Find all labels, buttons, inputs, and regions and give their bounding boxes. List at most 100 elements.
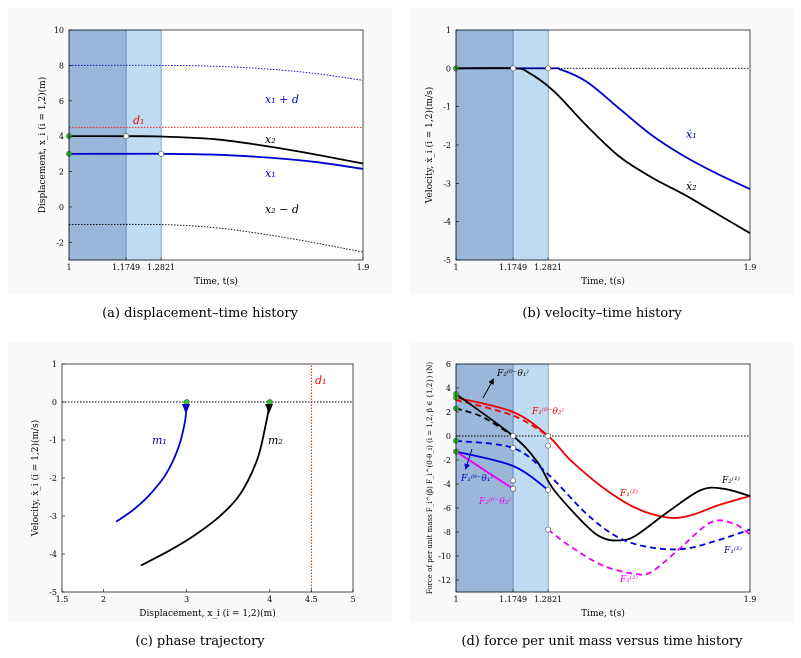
y-tick-label: 1 [446,26,451,35]
chart-displacement: 1 1.1749 1.2821 1.9 -2 0 2 4 6 8 10 Time, t(s) Displ… [37,26,369,287]
shaded-region [125,29,162,261]
series-F2_0-t2 [455,450,514,490]
series-F1_2 [455,396,751,519]
x-tick-label: 3 [184,595,189,604]
series-F2_2 [547,519,751,576]
y-tick-label: -5 [443,256,451,265]
data-point [123,133,130,140]
y-tick-label: 4 [59,132,64,141]
arrowhead-m1 [182,404,190,414]
x-tick-label: 1 [453,595,458,604]
x-tick-label: 1.1749 [112,263,140,272]
series-x1dot [455,67,751,190]
y-tick-label: -8 [443,528,451,537]
series-x2dot [455,67,751,234]
x-tick-label: 1.5 [56,595,69,604]
y-tick-label: -2 [443,141,451,150]
y-tick-label: 8 [59,61,64,70]
series-m2 [140,401,271,567]
x-tick-label: 1.9 [357,263,370,272]
chart-phase: 1.5 2 3 4 4.5 5 -5 -4 -3 -2 -1 0 1 Displacement, x_i … [30,360,356,619]
x-axis-label: Time, t(s) [581,608,625,619]
label-F1-2: F₁⁽²⁾ [619,488,638,499]
x-tick-label: 1.9 [744,595,757,604]
x-tick-label: 1.2821 [534,595,562,604]
y-axis-label: Force of per unit mass F_i^(β) F_i^(0-θ_… [426,362,434,595]
y-tick-label: -3 [49,512,57,521]
series-F2_0-t1 [455,407,514,437]
axes-frame [455,363,751,593]
caption-c: (c) phase trajectory [135,634,265,649]
y-axis-label: Displacement, x_i (i = 1,2)(m) [37,77,48,213]
data-point [510,433,517,439]
x-tick-label: 2 [101,595,106,604]
x-tick-label: 1.9 [744,263,757,272]
label-F1-0t1: F₁⁽⁰⁻θ₁⁾ [460,473,493,484]
label-x2-a: x₂ [265,133,276,146]
data-point [545,487,552,493]
x-tick-label: 1 [453,263,458,272]
y-tick-label: -2 [443,456,451,465]
y-tick-label: 0 [52,398,57,407]
y-tick-label: 0 [446,432,451,441]
shaded-region [512,363,549,593]
x-tick-label: 4 [267,595,272,604]
label-F2-0t2: F₂⁽⁰⁻θ₂⁾ [478,496,511,507]
label-F2-2: F₂⁽²⁾ [619,574,638,585]
shaded-region [512,29,549,261]
label-F1-1: F₁⁽¹⁾ [723,545,742,556]
data-point [183,399,190,405]
series-F1_0-t1 [455,450,549,491]
x-tick-label: 1 [66,263,71,272]
y-tick-label: 6 [59,97,64,106]
x-tick-label: 4.5 [305,595,318,604]
y-tick-label: -2 [49,474,57,483]
label-x1-a: x₁ [265,167,276,180]
label-F2-0t1: F₂⁽⁰⁻θ₁⁾ [496,368,529,379]
y-tick-label: -2 [56,238,64,247]
caption-a: (a) displacement–time history [102,306,298,321]
arrow-F1-0t1 [464,448,473,470]
x-axis-label: Time, t(s) [194,276,238,287]
data-point [510,445,517,451]
series-m1 [115,401,188,523]
label-x1dot: ẋ₁ [686,128,697,141]
data-point [545,526,552,533]
shaded-region [68,29,127,261]
label-F1-0t2: F₁⁽⁰⁻θ₂⁾ [531,406,564,417]
y-tick-label: 0 [59,203,64,212]
caption-d: (d) force per unit mass versus time hist… [461,634,743,649]
y-tick-label: -4 [49,550,57,559]
y-tick-label: 4 [446,384,451,393]
data-point [266,399,273,405]
label-x1-plus-d: x₁ + d [265,93,299,106]
x-tick-label: 5 [350,595,355,604]
y-tick-label: -1 [443,103,451,112]
label-m2: m₂ [268,434,283,447]
y-tick-label: 1 [52,360,57,369]
data-point [545,433,552,439]
y-tick-label: -4 [443,480,451,489]
data-point [158,150,165,157]
y-tick-label: -10 [438,552,451,561]
y-tick-label: 0 [446,64,451,73]
y-tick-label: 2 [59,168,64,177]
x-axis-label: Displacement, x_i (i = 1,2)(m) [139,608,275,619]
y-axis-label: Velocity, ẋ_i (i = 1,2)(m/s) [424,87,435,204]
y-tick-label: -6 [443,504,451,513]
label-F2-1: F₂⁽¹⁾ [721,475,740,486]
data-point [545,65,552,72]
data-point [545,442,552,449]
x-tick-label: 1.1749 [499,263,527,272]
plot-area [62,364,353,592]
label-d1-c: d₁ [315,374,326,387]
label-x2-minus-d: x₂ − d [265,203,299,216]
caption-b: (b) velocity–time history [522,306,682,321]
y-tick-label: -12 [438,576,451,585]
series-x2-d [68,223,364,253]
y-axis-label: Velocity, ẋ_i (i = 1,2)(m/s) [30,420,41,537]
y-tick-label: 2 [446,408,451,417]
arrow-F2-0t1 [482,378,494,399]
data-point [510,485,517,492]
